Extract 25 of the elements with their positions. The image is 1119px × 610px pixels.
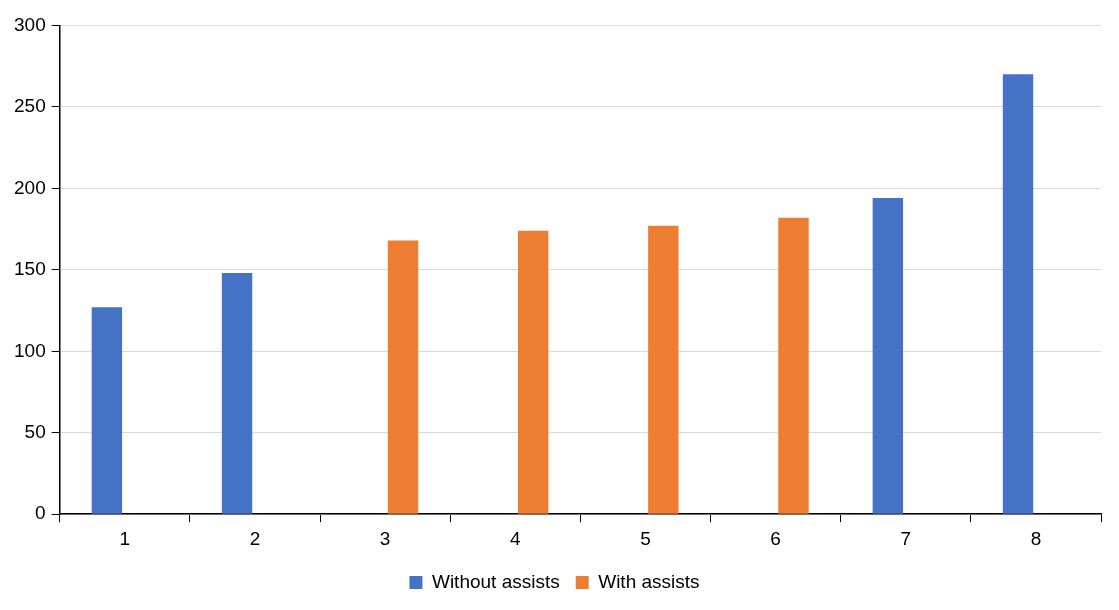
y-tick-label: 300 [14,13,46,35]
y-tick-label: 50 [24,420,46,442]
x-tick-label: 8 [1030,527,1042,549]
legend-label: Without assists [431,570,560,592]
bar [778,217,809,514]
y-tick-label: 200 [14,176,46,198]
y-tick-label: 100 [14,339,46,361]
x-tick-label: 4 [509,527,521,549]
x-tick-label: 1 [119,527,131,549]
bar [387,240,419,514]
bar [1002,74,1034,514]
y-tick-label: 150 [14,258,46,280]
x-tick-label: 7 [900,527,912,549]
bar [221,273,253,514]
bar [872,198,904,514]
y-tick-label: 0 [35,502,46,524]
x-tick-label: 6 [770,527,781,549]
x-tick-label: 3 [379,527,391,549]
legend-label: With assists [598,570,700,592]
bar [648,225,679,514]
x-tick-label: 5 [640,527,651,549]
bar [91,307,123,514]
bar [517,230,549,514]
y-tick-label: 250 [14,95,46,117]
x-tick-label: 2 [249,527,261,549]
